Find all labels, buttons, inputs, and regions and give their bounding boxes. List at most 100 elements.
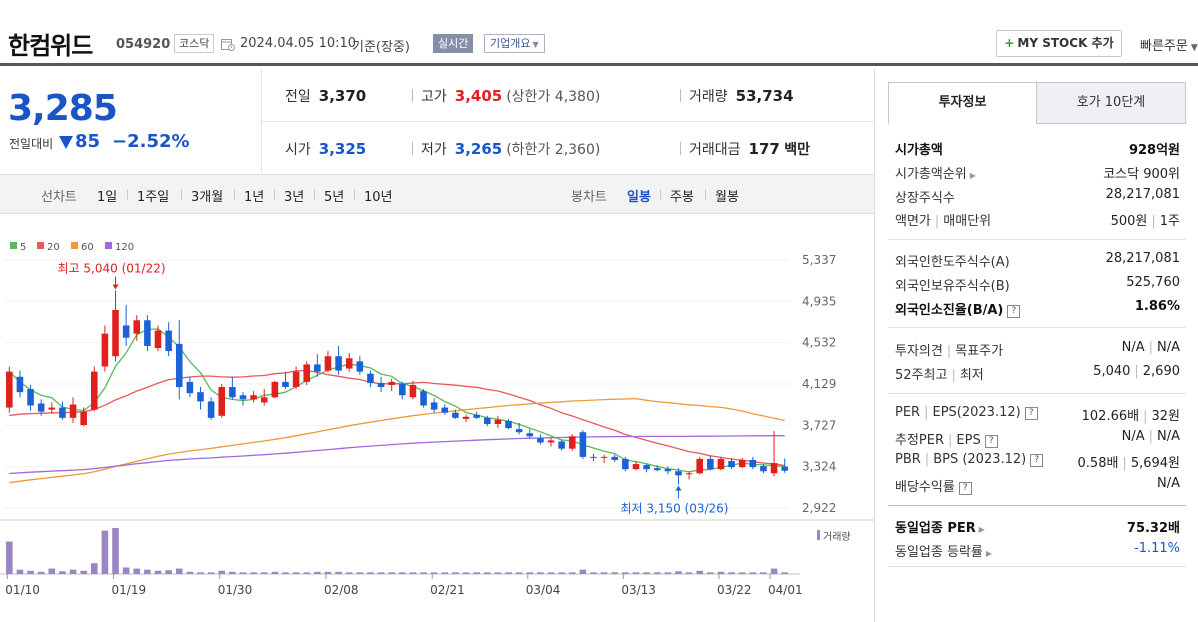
volume-bar — [229, 571, 236, 574]
quote-date: 2024.04.05 10:10 — [240, 36, 357, 51]
volume-bar — [6, 541, 13, 574]
candle-body — [69, 404, 77, 418]
company-overview-button[interactable]: 기업개요 ▼ — [484, 34, 545, 53]
period-weekly[interactable]: 주봉 — [670, 190, 694, 205]
volume-bar — [377, 572, 385, 574]
industry-rate-link[interactable]: 동일업종 등락률 ▶ — [895, 541, 992, 560]
divider: | — [1148, 340, 1153, 355]
candle-body — [377, 382, 385, 388]
dividend-label-wrap: 배당수익률? — [895, 476, 972, 495]
est-eps-value: N/A — [1157, 429, 1180, 444]
tab-orderbook-10[interactable]: 호가 10단계 — [1036, 82, 1186, 124]
industry-per-link[interactable]: 동일업종 PER ▶ — [895, 517, 985, 536]
upper-limit-value: 4,380) — [554, 89, 601, 105]
change-value: 85 — [75, 131, 101, 152]
face-unit-value: 500원 | 1주 — [1111, 210, 1180, 229]
quote-prev-value: 3,370 — [318, 87, 367, 105]
candle-body — [260, 397, 268, 403]
current-price: 3,285 — [8, 88, 118, 129]
realtime-badge[interactable]: 실시간 — [433, 34, 474, 53]
candle-body — [611, 456, 619, 460]
candle-body — [186, 381, 194, 394]
help-icon[interactable]: ? — [1024, 407, 1038, 420]
candle-body — [6, 371, 13, 408]
w52-high-value: 5,040 — [1093, 364, 1131, 379]
volume-bar — [696, 570, 704, 574]
industry-per-value: 75.32배 — [1126, 521, 1180, 536]
period-1w[interactable]: 1주일 — [137, 190, 170, 205]
plus-icon: + — [1004, 36, 1015, 50]
candle-body — [388, 381, 395, 385]
ma-line-60 — [9, 397, 785, 484]
quote-amount-label: 거래대금 — [689, 142, 741, 158]
divider: | — [934, 214, 940, 229]
volume-bar — [664, 572, 672, 574]
x-tick-label: 01/10 — [5, 583, 40, 597]
legend-label: 60 — [81, 242, 94, 253]
volume-bar — [80, 570, 87, 574]
candle-body — [558, 441, 565, 449]
quote-amount-unit: 백만 — [784, 142, 811, 158]
help-icon[interactable]: ? — [984, 435, 998, 448]
quote-low: 저가 3,265 (하한가 2,360) — [421, 139, 600, 159]
period-1y[interactable]: 1년 — [244, 190, 265, 205]
legend-swatch — [71, 242, 78, 249]
volume-bar — [133, 568, 141, 574]
volume-bar — [505, 572, 512, 574]
investment-info-panel — [874, 69, 1198, 622]
volume-bar — [653, 572, 661, 574]
help-icon[interactable]: ? — [1007, 305, 1021, 318]
foreign-limit-value: 28,217,081 — [1105, 251, 1180, 266]
candle-body — [430, 402, 438, 410]
line-chart-label: 선차트 — [41, 190, 77, 205]
volume-bar — [590, 572, 597, 574]
volume-bar — [643, 572, 650, 574]
volume-bar — [388, 572, 395, 574]
volume-bar — [292, 572, 300, 574]
candle-body — [515, 429, 523, 433]
foreign-limit-label: 외국인한도주식수(A) — [895, 255, 1010, 270]
y-tick-label: 4,935 — [802, 294, 836, 308]
candle-body — [452, 412, 459, 418]
cap-rank-link[interactable]: 시가총액순위 ▶ — [895, 163, 976, 182]
y-tick-label: 3,324 — [802, 460, 836, 474]
candle-body — [728, 460, 735, 468]
period-5y[interactable]: 5년 — [324, 190, 345, 205]
volume-bar — [483, 572, 491, 574]
tab-invest-info[interactable]: 투자정보 — [888, 82, 1037, 124]
period-1d[interactable]: 1일 — [97, 190, 118, 205]
volume-bar — [728, 572, 735, 574]
stock-name: 한컴위드 — [8, 32, 93, 60]
candle-body — [505, 420, 512, 429]
volume-bar — [303, 572, 311, 574]
market-badge: 코스닥 — [174, 34, 215, 53]
my-stock-add-button[interactable]: + MY STOCK 추가 — [996, 30, 1122, 57]
candle-body — [16, 376, 24, 393]
volume-bar — [186, 571, 194, 574]
est-per-value: N/A — [1121, 429, 1145, 444]
quote-basis: 기준(장중) — [352, 40, 410, 55]
help-icon[interactable]: ? — [958, 482, 972, 495]
help-icon[interactable]: ? — [1030, 454, 1044, 467]
divider: | — [948, 433, 953, 448]
market-cap-label: 시가총액 — [895, 143, 943, 158]
quick-order-button[interactable]: 빠른주문 ▼ — [1140, 35, 1198, 54]
period-3y[interactable]: 3년 — [284, 190, 305, 205]
period-10y[interactable]: 10년 — [364, 190, 393, 205]
candle-body — [356, 361, 364, 372]
period-3m[interactable]: 3개월 — [191, 190, 224, 205]
divider: | — [1134, 364, 1139, 379]
period-daily[interactable]: 일봉 — [627, 190, 651, 205]
volume-bar — [48, 568, 56, 574]
quote-high-value: 3,405 — [454, 87, 503, 105]
volume-bar — [707, 572, 714, 574]
down-triangle-icon — [59, 136, 73, 149]
divider — [680, 89, 681, 102]
pbr-label: PBR — [895, 452, 921, 467]
divider: | — [924, 405, 929, 420]
high-annotation: 최고 5,040 (01/22) — [58, 261, 166, 275]
period-monthly[interactable]: 월봉 — [715, 190, 739, 205]
volume-bar — [59, 571, 66, 574]
y-tick-label: 5,337 — [802, 253, 836, 267]
x-tick-label: 04/01 — [768, 583, 803, 597]
